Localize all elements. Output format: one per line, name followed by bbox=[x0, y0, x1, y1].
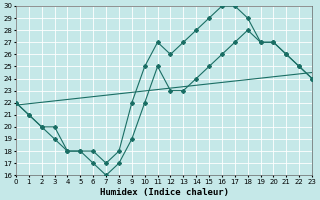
X-axis label: Humidex (Indice chaleur): Humidex (Indice chaleur) bbox=[100, 188, 228, 197]
